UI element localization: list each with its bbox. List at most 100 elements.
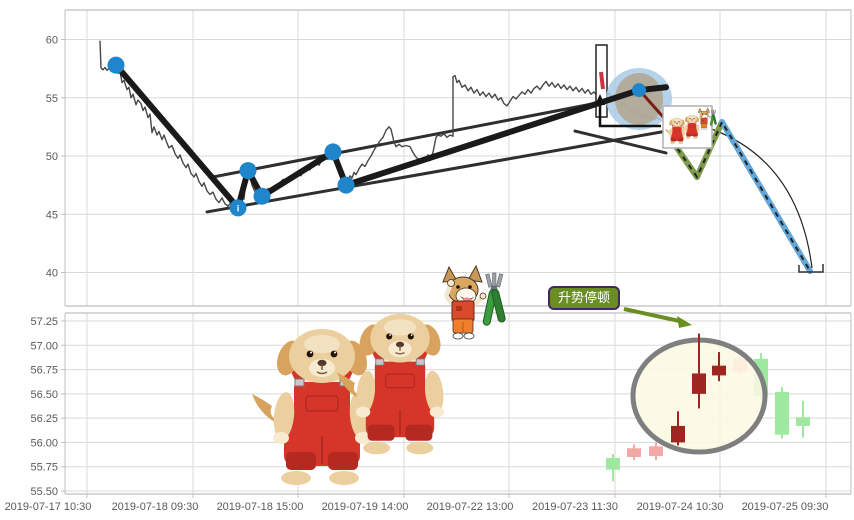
candle-body bbox=[671, 425, 685, 443]
puppy-strap-buckle bbox=[375, 358, 385, 366]
puppy-forehead bbox=[673, 118, 681, 122]
puppy-strap-buckle bbox=[672, 125, 675, 128]
y-axis-label: 56.00 bbox=[30, 437, 58, 449]
puppy-nose bbox=[395, 341, 405, 348]
puppy-arm bbox=[696, 124, 700, 132]
mechanic-bib-detail bbox=[456, 306, 462, 311]
mechanic-eye bbox=[456, 285, 460, 289]
candlestick-panel bbox=[606, 307, 810, 482]
l-arrow-shaft bbox=[598, 103, 661, 128]
puppy-strap-buckle bbox=[694, 122, 697, 124]
puppy-pant-cuff bbox=[678, 138, 684, 142]
puppy-eye-glint bbox=[389, 334, 391, 336]
pliers-jaw bbox=[496, 273, 504, 288]
mechanic-forearm bbox=[698, 113, 701, 118]
puppy-forehead bbox=[383, 319, 417, 336]
mechanic-eye bbox=[705, 113, 707, 115]
mechanic-fist bbox=[699, 111, 702, 115]
mechanic-paw bbox=[708, 115, 712, 118]
puppy-pant-cuff bbox=[286, 452, 316, 470]
y-axis-label: 40 bbox=[46, 268, 58, 280]
y-axis-label: 55 bbox=[46, 93, 58, 105]
y-axis-label: 55.75 bbox=[30, 462, 58, 474]
puppy-mouth bbox=[316, 364, 328, 375]
y-axis-label: 45 bbox=[46, 209, 58, 221]
puppy-bib-pocket bbox=[305, 395, 339, 412]
puppy-foot bbox=[678, 141, 684, 145]
pliers-jaw bbox=[485, 273, 493, 288]
marker-info-glyph: i bbox=[237, 203, 240, 213]
marker-layer: i bbox=[107, 56, 646, 217]
puppy-image bbox=[337, 313, 445, 455]
puppy-tail bbox=[681, 124, 686, 130]
price-line bbox=[99, 40, 661, 209]
pivot-marker bbox=[253, 187, 271, 205]
puppy-mouth bbox=[676, 123, 678, 126]
forecast-dash-overlay bbox=[665, 119, 811, 272]
puppy-pant-cuff bbox=[405, 424, 433, 441]
puppy-foot bbox=[406, 441, 434, 455]
y-axis-label: 56.25 bbox=[30, 413, 58, 425]
puppy-arm bbox=[684, 124, 688, 132]
pliers-icon bbox=[709, 109, 717, 126]
puppy-eye bbox=[386, 333, 393, 340]
puppy-arm bbox=[424, 370, 444, 414]
puppy-image bbox=[681, 114, 700, 139]
puppy-pant-cuff bbox=[328, 452, 358, 470]
annotation-arrow-head bbox=[677, 316, 692, 328]
candle-body bbox=[775, 391, 789, 435]
puppy-eye-glint bbox=[310, 351, 312, 354]
mechanic-eye bbox=[468, 285, 472, 289]
puppy-tail bbox=[665, 128, 671, 135]
puppy-tail bbox=[337, 372, 364, 402]
puppy-arm bbox=[681, 128, 686, 137]
pivot-marker bbox=[239, 162, 257, 180]
forecast-end-bracket bbox=[798, 264, 824, 273]
pivot-marker bbox=[324, 143, 342, 161]
candle-body bbox=[627, 448, 641, 457]
x-axis-label: 2019-07-23 11:30 bbox=[532, 501, 618, 513]
mechanic-dog-image bbox=[697, 107, 717, 130]
x-axis-label: 2019-07-18 15:00 bbox=[217, 501, 304, 513]
puppy-pant-cuff bbox=[670, 138, 676, 142]
puppy-arm bbox=[273, 392, 295, 440]
candle-body bbox=[649, 446, 663, 457]
puppy-nose bbox=[317, 359, 327, 367]
puppy-eye bbox=[678, 121, 680, 123]
pliers-jaw bbox=[712, 109, 714, 115]
puppy-pant-cuff bbox=[686, 133, 692, 137]
mechanic-foot bbox=[700, 127, 705, 130]
trend-zigzag bbox=[113, 62, 669, 211]
puppy-arm bbox=[668, 128, 673, 137]
mechanic-forearm bbox=[443, 285, 453, 297]
pliers-jaw bbox=[492, 272, 497, 288]
puppy-forehead bbox=[689, 115, 695, 119]
puppy-paw bbox=[355, 406, 371, 418]
puppy-strap-buckle bbox=[687, 122, 690, 124]
y-axis-label: 56.75 bbox=[30, 365, 58, 377]
x-axis-label: 2019-07-19 14:00 bbox=[322, 501, 409, 513]
mechanic-foot bbox=[463, 332, 475, 340]
pivot-marker bbox=[337, 176, 355, 194]
candle-body bbox=[712, 365, 726, 376]
pliers-handle bbox=[491, 289, 506, 323]
pliers-jaw bbox=[713, 110, 717, 115]
mascot-layer bbox=[252, 107, 717, 485]
mechanic-arm bbox=[706, 116, 711, 121]
puppy-foot bbox=[329, 471, 359, 485]
pivot-marker bbox=[107, 56, 125, 74]
puppy-paw bbox=[355, 432, 371, 444]
x-axis-label: 2019-07-18 09:30 bbox=[112, 501, 199, 513]
price-panel: i bbox=[99, 40, 824, 274]
mechanic-dog-image bbox=[442, 264, 506, 340]
puppy-tail bbox=[252, 394, 282, 426]
puppy-forehead bbox=[304, 335, 340, 353]
puppy-eye bbox=[407, 333, 414, 340]
puppy-bib-pocket bbox=[384, 373, 416, 389]
x-axis-label: 2019-07-24 10:30 bbox=[637, 501, 724, 513]
puppy-paw bbox=[668, 135, 672, 138]
puppy-eye-glint bbox=[410, 334, 413, 336]
halo-circle-inner bbox=[615, 73, 663, 125]
pliers-handle bbox=[712, 114, 717, 125]
